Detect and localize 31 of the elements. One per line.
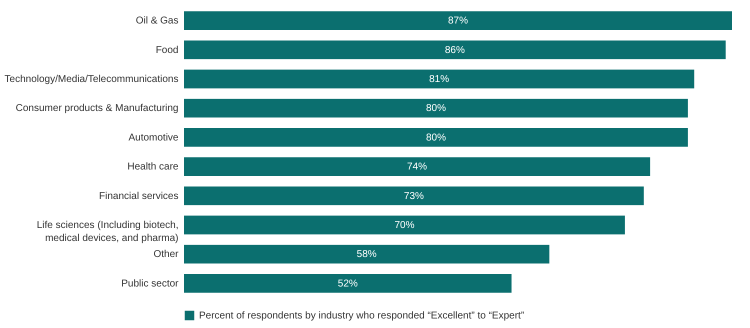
- data-label: 81%: [429, 74, 450, 85]
- data-label: 80%: [426, 132, 446, 144]
- bar: [184, 70, 694, 88]
- y-tick-label: Public sector: [121, 278, 180, 290]
- data-label: 87%: [448, 16, 468, 27]
- bar: [184, 157, 650, 176]
- bar: [184, 216, 625, 234]
- y-tick-label: Health care: [127, 162, 179, 173]
- y-tick-label: Life sciences (Including biotech, medical devices, and pharma): [36, 220, 178, 244]
- bar: [184, 98, 688, 118]
- data-label: 58%: [356, 249, 377, 260]
- data-label: 73%: [404, 190, 424, 202]
- y-tick-label: Automotive: [128, 132, 179, 144]
- y-tick-label: Oil & Gas: [136, 16, 178, 27]
- data-label: 80%: [426, 103, 446, 114]
- bar: [184, 40, 726, 60]
- data-label: 86%: [444, 44, 465, 56]
- y-tick-label: Financial services: [99, 190, 178, 202]
- data-label: 74%: [407, 162, 428, 173]
- bar: [184, 274, 512, 293]
- legend-label: Percent of respondents by industry who responded “Excellent” to “Expert”: [199, 310, 524, 322]
- bar: [184, 128, 688, 147]
- data-label: 70%: [394, 220, 415, 231]
- y-tick-label: Consumer products & Manufacturing: [16, 103, 178, 114]
- y-tick-label: Other: [153, 249, 180, 260]
- data-label: 52%: [338, 278, 358, 290]
- y-tick-label: Technology/Media/Telecommunications: [4, 74, 178, 85]
- bar: [184, 11, 732, 30]
- bar: [184, 186, 644, 206]
- bar: [184, 244, 550, 264]
- y-tick-label: Food: [156, 44, 178, 56]
